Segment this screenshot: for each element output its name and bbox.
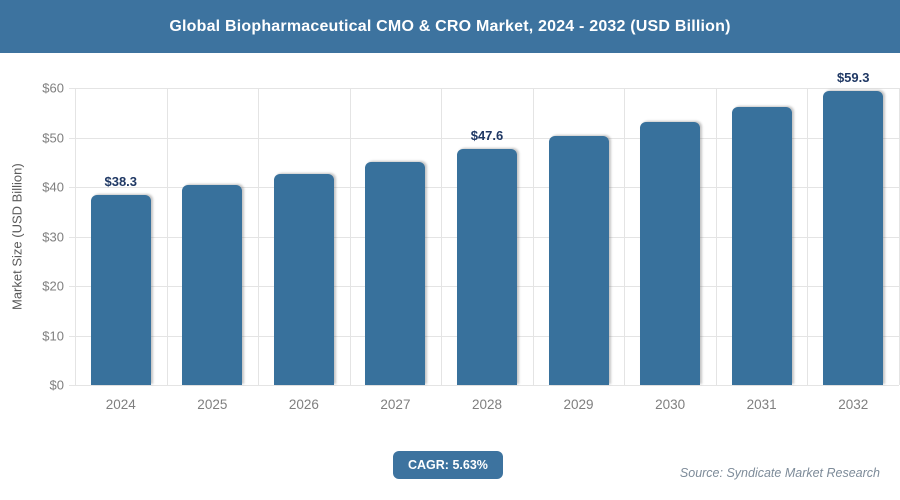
bar-2025 bbox=[182, 184, 243, 385]
chart-title-bar: Global Biopharmaceutical CMO & CRO Marke… bbox=[0, 0, 900, 53]
y-tick-label-30: $30 bbox=[42, 229, 64, 244]
gridline-h-50 bbox=[69, 137, 899, 139]
cagr-badge: CAGR: 5.63% bbox=[393, 451, 503, 479]
x-tick-label-2029: 2029 bbox=[563, 397, 594, 412]
x-axis: 2024 2025 2026 2027 2028 2029 2030 2031 2032 bbox=[75, 397, 899, 417]
x-tick-label-2024: 2024 bbox=[105, 397, 136, 412]
bar-value-label-2028: $47.6 bbox=[470, 128, 504, 144]
bar-2031 bbox=[731, 107, 792, 385]
y-axis: $0 $10 $20 $30 $40 $50 $60 bbox=[0, 81, 64, 393]
x-tick-label-2027: 2027 bbox=[380, 397, 411, 412]
x-tick-label-2025: 2025 bbox=[197, 397, 228, 412]
x-tick-label-2028: 2028 bbox=[471, 397, 503, 412]
plot-area: $38.3 $47.6 $59.3 bbox=[69, 70, 900, 386]
x-tick-label-2030: 2030 bbox=[655, 397, 686, 412]
bar-2026 bbox=[273, 173, 334, 385]
y-tick-label-0: $0 bbox=[49, 377, 64, 393]
x-tick-label-2031: 2031 bbox=[746, 397, 777, 412]
gridline-v-0 bbox=[75, 88, 76, 385]
bar-value-label-2024: $38.3 bbox=[104, 174, 138, 190]
bar-2028 bbox=[457, 149, 517, 385]
y-tick-label-60: $60 bbox=[42, 80, 64, 96]
source-attribution: Source: Syndicate Market Research bbox=[679, 466, 880, 480]
y-tick-label-50: $50 bbox=[42, 130, 64, 145]
gridline-v-1 bbox=[166, 88, 168, 385]
bar-value-label-2032: $59.3 bbox=[836, 70, 870, 86]
bar-2030 bbox=[640, 122, 701, 385]
gridline-h-60 bbox=[69, 88, 899, 89]
gridline-v-2 bbox=[258, 88, 260, 385]
gridline-v-3 bbox=[349, 88, 351, 385]
gridline-v-7 bbox=[715, 88, 717, 385]
gridline-v-4 bbox=[441, 88, 443, 385]
y-tick-label-20: $20 bbox=[42, 278, 64, 294]
y-tick-label-10: $10 bbox=[42, 328, 64, 343]
bar-2024 bbox=[90, 195, 151, 385]
gridline-v-6 bbox=[624, 88, 626, 385]
x-tick-label-2032: 2032 bbox=[838, 397, 869, 412]
gridline-v-5 bbox=[532, 88, 534, 385]
x-tick-label-2026: 2026 bbox=[288, 397, 319, 412]
y-tick-label-40: $40 bbox=[42, 179, 64, 195]
gridline-h-0 bbox=[69, 385, 899, 386]
gridline-v-8 bbox=[807, 88, 809, 385]
bar-2032 bbox=[823, 91, 884, 385]
bar-2027 bbox=[365, 161, 426, 385]
bar-2029 bbox=[548, 136, 609, 385]
chart-title: Global Biopharmaceutical CMO & CRO Marke… bbox=[169, 17, 731, 35]
